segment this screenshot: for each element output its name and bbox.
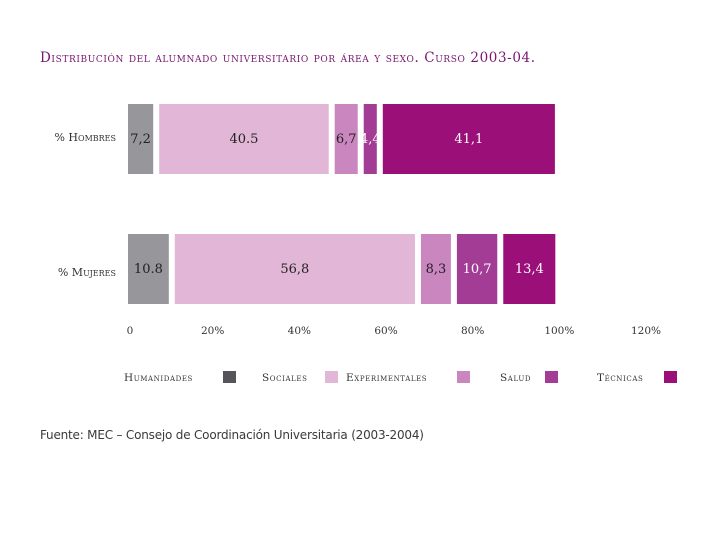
legend-swatch-técnicas [664,371,677,383]
bar-sociales-0 [159,104,329,174]
legend-label-humanidades: Humanidades [124,372,193,384]
legend-swatch-humanidades [223,371,236,383]
data-label-experimentales-1: 8,3 [426,262,447,277]
bar-salud-0 [363,104,377,174]
data-label-sociales-0: 40.5 [229,132,258,147]
x-tick-label-3: 60% [374,325,397,337]
bar-sociales-1 [174,234,415,304]
data-label-sociales-1: 56,8 [280,262,309,277]
stacked-bar-chart: % Hombres 7,2 40.5 6,7 4,4 41,1 % Mujeres 10.8 5… [54,104,677,384]
x-tick-label-5: 100% [544,325,574,337]
legend-label-salud: Salud [500,372,531,384]
source-note: Fuente: MEC – Consejo de Coordinación Un… [40,428,424,442]
x-tick-label-2: 40% [288,325,311,337]
data-label-técnicas-1: 13,4 [515,262,544,277]
data-label-humanidades-1: 10.8 [134,262,163,277]
legend-swatch-salud [545,371,558,383]
row-label-0: % Hombres [54,131,116,144]
bar-experimentales-1 [420,234,451,304]
legend-label-sociales: Sociales [262,372,307,384]
bar-salud-1 [456,234,498,304]
legend-label-técnicas: Técnicas [597,372,643,384]
legend-label-experimentales: Experimentales [346,372,427,384]
x-tick-label-4: 80% [461,325,484,337]
data-label-experimentales-0: 6,7 [336,132,357,147]
chart-title: Distribución del alumnado universitario … [40,50,536,66]
bar-técnicas-1 [503,234,556,304]
data-label-salud-1: 10,7 [463,262,492,277]
bar-humanidades-0 [128,104,154,174]
x-tick-label-6: 120% [631,325,661,337]
data-label-humanidades-0: 7,2 [130,132,151,147]
bar-experimentales-0 [334,104,358,174]
x-tick-label-0: 0 [127,325,134,337]
data-label-técnicas-0: 41,1 [454,132,483,147]
legend-swatch-sociales [325,371,338,383]
bar-humanidades-1 [128,234,169,304]
data-label-salud-0: 4,4 [360,132,381,147]
x-tick-label-1: 20% [201,325,224,337]
legend-swatch-experimentales [457,371,470,383]
bar-técnicas-0 [382,104,555,174]
row-label-1: % Mujeres [58,266,116,279]
